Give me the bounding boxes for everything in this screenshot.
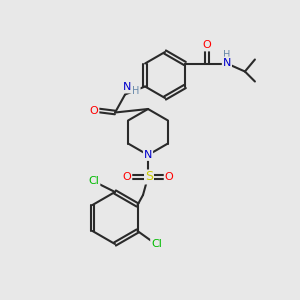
Text: O: O [90, 106, 98, 116]
Text: Cl: Cl [88, 176, 99, 186]
Text: N: N [123, 82, 131, 92]
Text: N: N [223, 58, 231, 68]
Text: O: O [202, 40, 211, 50]
Text: S: S [145, 170, 153, 184]
Text: O: O [165, 172, 173, 182]
Text: Cl: Cl [151, 239, 162, 249]
Text: H: H [223, 50, 231, 61]
Text: N: N [144, 150, 152, 160]
Text: O: O [123, 172, 131, 182]
Text: H: H [132, 86, 140, 97]
